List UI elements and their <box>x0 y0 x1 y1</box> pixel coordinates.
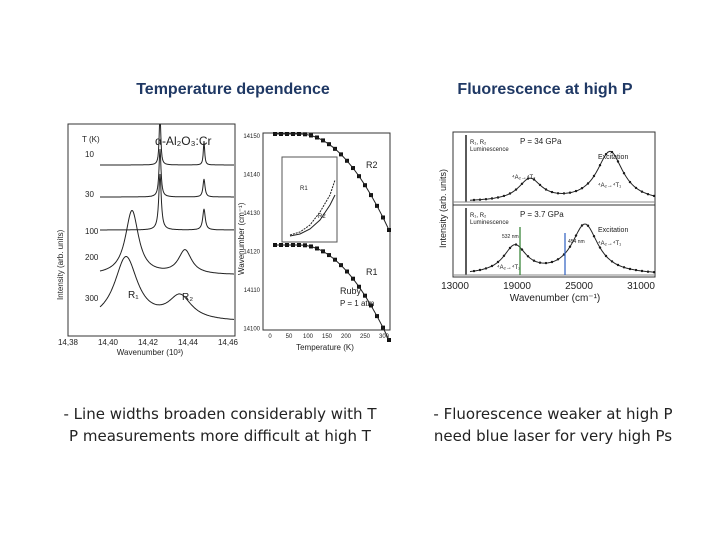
label: 50 <box>286 334 293 340</box>
caption-line: - Line widths broaden considerably with … <box>63 405 377 423</box>
label: ⁴A₂→⁴T₁ <box>598 182 621 189</box>
label: α-Al₂O₃:Cr <box>155 134 211 148</box>
label: R2 <box>366 160 378 170</box>
caption: - Fluorescence weaker at high P need blu… <box>383 403 720 447</box>
label: 14,44 <box>178 338 199 347</box>
label: Excitation <box>598 227 628 234</box>
spectra-frame <box>67 123 236 337</box>
curve <box>99 256 234 320</box>
caption-line: need blue laser for very high Ps <box>433 427 673 445</box>
label: 14120 <box>243 250 260 256</box>
label: 300 <box>85 294 99 303</box>
label: 30 <box>85 190 94 199</box>
label: 300 <box>379 334 390 340</box>
label: 31000 <box>627 281 655 292</box>
label: P = 3.7 GPa <box>520 210 564 219</box>
label: Intensity (arb. units) <box>438 169 448 248</box>
label: 19000 <box>503 281 531 292</box>
curve <box>289 194 336 237</box>
label: 14110 <box>244 288 261 294</box>
label: Wavenumber (cm⁻¹) <box>510 293 600 304</box>
label: 14,42 <box>138 338 159 347</box>
heading: Fluorescence at high P <box>457 81 633 98</box>
label: 100 <box>303 334 314 340</box>
label: Intensity (arb. units) <box>56 229 65 300</box>
caption: - Line widths broaden considerably with … <box>50 403 390 447</box>
label: Excitation <box>598 154 628 161</box>
label: P = 1 atm <box>340 299 375 308</box>
inset-frame <box>281 156 338 243</box>
curve <box>469 223 655 273</box>
label: Wavenumber (10³) <box>117 348 184 357</box>
label: ⁴A₂→⁴T₂ <box>497 264 521 271</box>
label: 10 <box>85 150 94 159</box>
label: 14140 <box>243 173 260 179</box>
label: 100 <box>85 227 99 236</box>
label: R₂ <box>182 292 193 303</box>
curve <box>289 179 336 236</box>
label: Luminescence <box>470 220 509 226</box>
label: 14150 <box>243 134 260 140</box>
curve <box>100 173 234 231</box>
label: 14100 <box>243 327 260 333</box>
label: Ruby <box>340 286 362 296</box>
label: R₁, R₂ <box>470 213 487 219</box>
label: 13000 <box>441 281 469 292</box>
curve <box>275 133 390 231</box>
label: Wavenumber (cm⁻¹) <box>237 202 246 275</box>
curve <box>100 124 234 166</box>
label: R2 <box>318 214 326 220</box>
label: 14130 <box>243 211 260 217</box>
label: R1 <box>366 267 378 277</box>
label: 150 <box>322 334 333 340</box>
heading: Temperature dependence <box>136 81 330 98</box>
label: ⁴A₂→⁴T₁ <box>598 240 621 247</box>
label: 454 nm <box>568 239 585 245</box>
label: 200 <box>341 334 352 340</box>
label: ⁴A₂→⁴T₂ <box>512 174 536 181</box>
label: 532 nm <box>502 234 519 240</box>
label: R₁ <box>128 290 139 301</box>
label: 14,46 <box>218 338 239 347</box>
label: T (K) <box>82 135 100 144</box>
label: 200 <box>85 253 99 262</box>
label: 0 <box>268 334 272 340</box>
caption-line: - Fluorescence weaker at high P <box>433 405 673 423</box>
label: P = 34 GPa <box>520 137 562 146</box>
label: 14,40 <box>98 338 119 347</box>
label: R1 <box>300 186 308 192</box>
label: 250 <box>360 334 371 340</box>
label: R₁, R₂ <box>470 140 487 146</box>
caption-line: P measurements more difficult at high T <box>69 427 371 445</box>
curve <box>100 148 234 198</box>
curve <box>275 244 390 341</box>
curve <box>469 150 655 201</box>
label: 25000 <box>565 281 593 292</box>
label: Luminescence <box>470 147 509 153</box>
curve <box>99 209 234 275</box>
label: Temperature (K) <box>296 343 354 352</box>
label: 14,38 <box>58 338 79 347</box>
